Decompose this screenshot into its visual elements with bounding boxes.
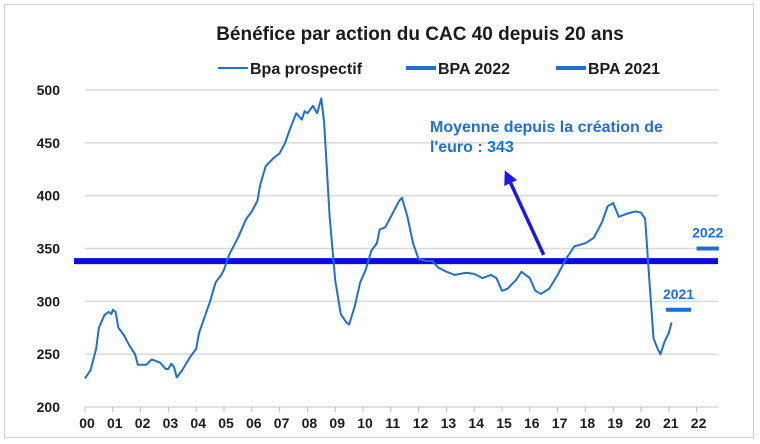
- annotation-text: l'euro : 343: [430, 139, 514, 156]
- x-tick-label: 12: [413, 415, 429, 431]
- x-tick-label: 00: [79, 415, 95, 431]
- y-tick-label: 450: [37, 135, 61, 151]
- y-tick-label: 300: [37, 293, 61, 309]
- chart-frame: [4, 4, 754, 438]
- y-tick-label: 250: [37, 346, 61, 362]
- annotation-arrow-shaft: [509, 182, 546, 256]
- legend-label: Bpa prospectif: [250, 61, 363, 78]
- x-tick-label: 11: [385, 415, 400, 431]
- x-tick-label: 04: [190, 415, 206, 431]
- x-tick-label: 14: [468, 415, 484, 431]
- x-tick-label: 09: [329, 415, 345, 431]
- axes: 200 250 300 350 400 450 500 00 01 02 03 04 05 06 07 08 0…: [37, 82, 718, 431]
- x-tick-label: 08: [302, 415, 318, 431]
- y-tick-label: 200: [37, 399, 61, 415]
- x-tick-label: 17: [552, 415, 568, 431]
- x-tick-label: 19: [607, 415, 623, 431]
- segment-label-2022: 2022: [692, 225, 723, 241]
- x-tick-label: 15: [496, 415, 512, 431]
- y-tick-label: 500: [37, 82, 61, 98]
- x-tick-label: 10: [357, 415, 373, 431]
- chart-title: Bénéfice par action du CAC 40 depuis 20 …: [216, 24, 624, 45]
- x-tick-label: 03: [163, 415, 179, 431]
- x-tick-label: 20: [635, 415, 651, 431]
- segment-label-2021: 2021: [663, 286, 694, 302]
- legend: Bpa prospectif BPA 2022 BPA 2021: [218, 61, 660, 78]
- x-tick-label: 21: [663, 415, 679, 431]
- x-tick-label: 22: [691, 415, 707, 431]
- x-tick-label: 18: [580, 415, 596, 431]
- x-tick-label: 13: [441, 415, 457, 431]
- x-tick-label: 06: [246, 415, 262, 431]
- x-tick-label: 05: [218, 415, 234, 431]
- annotation-arrow-head: [504, 170, 517, 186]
- y-tick-label: 350: [37, 241, 61, 257]
- gridlines: [85, 89, 718, 355]
- series-line-bpa-prospectif: [84, 97, 673, 380]
- legend-label: BPA 2022: [438, 61, 510, 78]
- y-tick-label: 400: [37, 188, 61, 204]
- x-tick-label: 01: [107, 415, 123, 431]
- x-tick-label: 02: [135, 415, 151, 431]
- chart-marks: 2022 2021 Moyenne depuis la création de l'e…: [74, 97, 724, 380]
- legend-label: BPA 2021: [588, 61, 660, 78]
- x-tick-label: 07: [274, 415, 290, 431]
- annotation-text: Moyenne depuis la création de: [430, 119, 663, 136]
- x-tick-label: 16: [524, 415, 540, 431]
